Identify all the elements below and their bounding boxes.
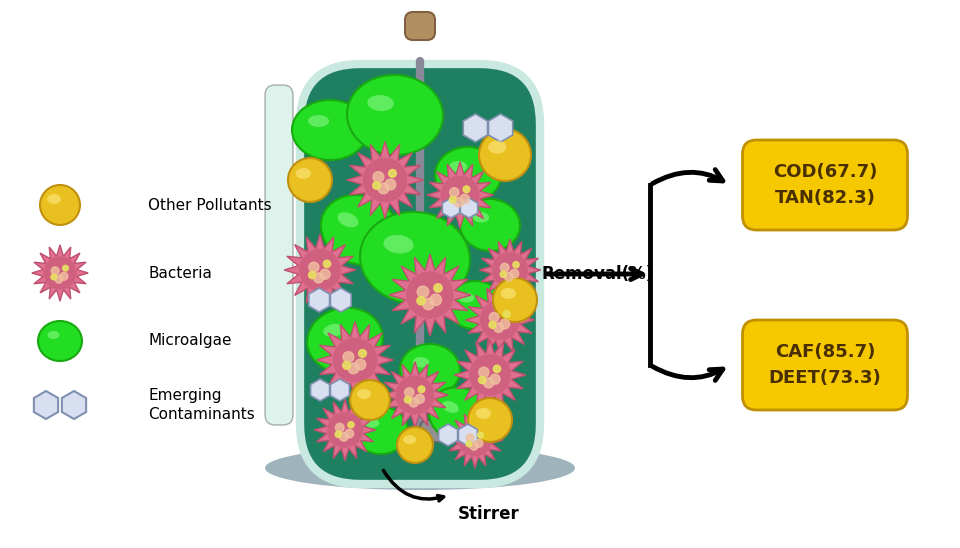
Ellipse shape [321,195,399,265]
Text: Removal(%): Removal(%) [541,265,654,283]
Circle shape [404,388,414,397]
Circle shape [396,376,434,414]
FancyBboxPatch shape [265,85,293,425]
Circle shape [422,298,434,310]
Circle shape [343,362,350,369]
Ellipse shape [347,75,443,155]
Polygon shape [454,339,526,411]
Ellipse shape [493,278,537,322]
Polygon shape [61,391,86,419]
Ellipse shape [435,147,501,203]
Circle shape [373,172,384,182]
Polygon shape [461,198,478,218]
Ellipse shape [449,161,468,172]
Circle shape [355,359,366,370]
Circle shape [500,263,509,272]
Ellipse shape [400,344,460,396]
Circle shape [430,294,442,306]
Ellipse shape [352,406,408,454]
Circle shape [492,253,527,287]
Circle shape [479,367,489,377]
Circle shape [459,424,491,456]
Polygon shape [314,399,375,461]
Polygon shape [466,286,535,355]
Ellipse shape [292,100,368,160]
Polygon shape [489,114,513,142]
FancyBboxPatch shape [300,64,540,484]
Circle shape [51,274,57,280]
Ellipse shape [488,141,506,153]
Circle shape [490,374,500,384]
Ellipse shape [296,168,311,179]
FancyBboxPatch shape [420,420,485,442]
Circle shape [359,350,367,357]
Ellipse shape [338,212,358,227]
Ellipse shape [368,95,394,111]
Circle shape [500,271,507,277]
Circle shape [409,398,419,407]
Polygon shape [458,424,477,446]
Ellipse shape [47,331,60,339]
Ellipse shape [428,387,492,443]
Circle shape [493,365,501,373]
Circle shape [442,176,479,214]
Circle shape [364,158,407,202]
Circle shape [513,261,519,268]
Circle shape [333,339,376,381]
Ellipse shape [479,129,531,181]
Circle shape [300,250,340,290]
Text: Stirrer: Stirrer [458,505,519,523]
Circle shape [389,169,396,178]
Circle shape [415,394,424,403]
Circle shape [475,439,483,447]
Circle shape [417,296,425,305]
Circle shape [449,188,459,197]
FancyBboxPatch shape [340,420,405,442]
Polygon shape [382,362,448,429]
Circle shape [481,300,519,339]
Ellipse shape [40,185,80,225]
Circle shape [378,183,389,194]
Polygon shape [464,114,488,142]
Circle shape [404,396,411,403]
Polygon shape [330,379,349,401]
Text: Bacteria: Bacteria [148,265,212,281]
Polygon shape [389,254,471,336]
Circle shape [489,321,496,328]
Circle shape [51,267,60,275]
Ellipse shape [459,293,474,302]
Circle shape [327,413,362,447]
Ellipse shape [324,324,344,337]
Ellipse shape [460,199,520,251]
Ellipse shape [397,427,433,463]
Ellipse shape [357,389,371,399]
Circle shape [493,323,503,333]
Ellipse shape [47,194,61,204]
Circle shape [348,363,359,374]
Ellipse shape [403,435,416,444]
Text: COD(67.7)
TAN(82.3): COD(67.7) TAN(82.3) [773,163,877,207]
Circle shape [324,260,330,267]
Circle shape [510,269,518,278]
FancyBboxPatch shape [742,320,907,410]
Circle shape [44,257,76,289]
Circle shape [470,442,478,450]
Circle shape [463,186,469,193]
Circle shape [466,441,471,447]
Circle shape [345,429,353,438]
Ellipse shape [447,281,503,329]
Circle shape [335,423,344,432]
Ellipse shape [288,158,332,202]
Circle shape [490,312,499,322]
Circle shape [449,196,456,203]
Circle shape [418,286,429,298]
Ellipse shape [308,115,329,127]
Polygon shape [330,288,351,312]
Circle shape [505,272,513,281]
Ellipse shape [265,446,575,490]
Ellipse shape [350,380,390,420]
Ellipse shape [413,357,429,367]
Circle shape [60,272,68,280]
Ellipse shape [501,288,516,299]
Ellipse shape [442,401,459,413]
